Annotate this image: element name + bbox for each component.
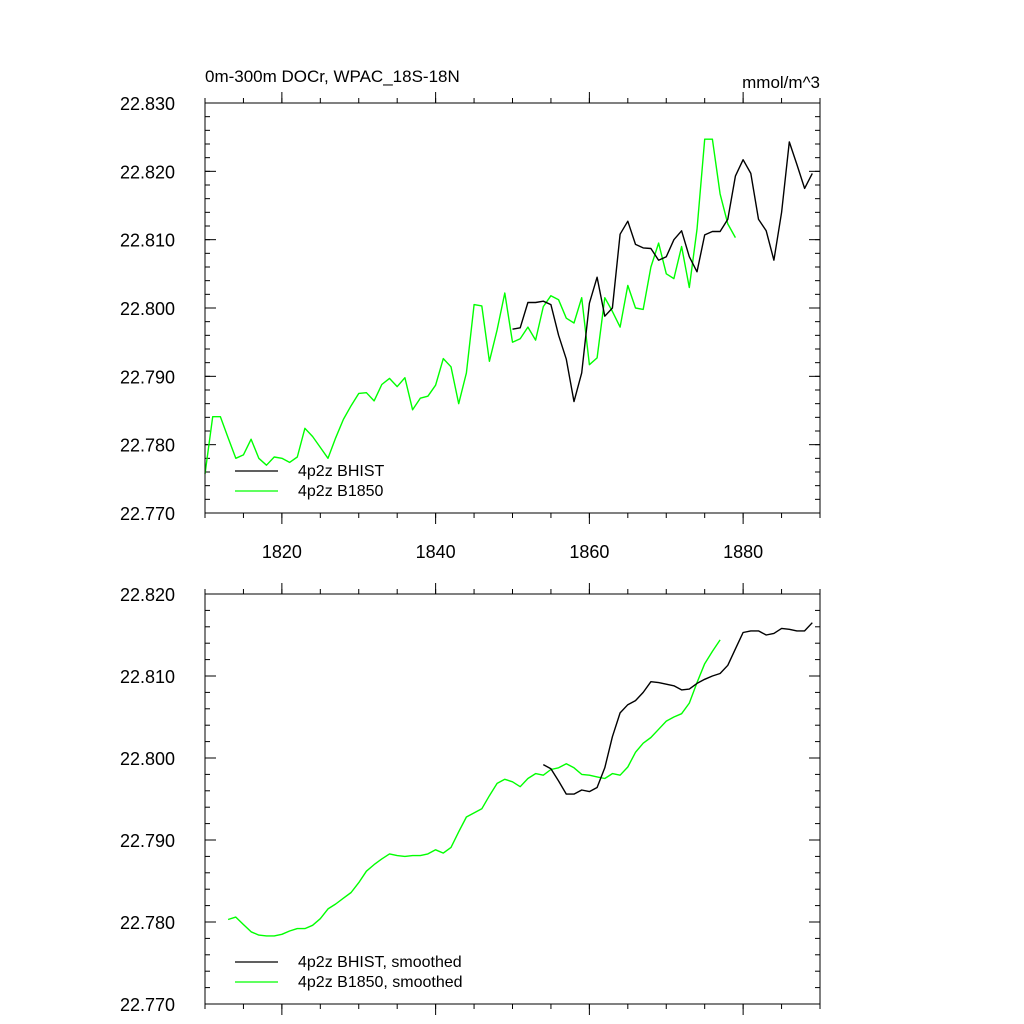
x-tick-label: 1860 [569, 542, 609, 562]
series-line-4p2z-bhist-smoothed [542, 622, 813, 795]
x-tick-label: 1820 [262, 542, 302, 562]
top-chart-panel: 0m-300m DOCr, WPAC_18S-18N mmol/m^3 22.7… [120, 67, 821, 562]
y-tick-label: 22.830 [120, 94, 175, 114]
y-tick-label: 22.820 [120, 162, 175, 182]
legend-label-b1850: 4p2z B1850 [298, 483, 384, 500]
y-tick-label: 22.780 [120, 436, 175, 456]
y-tick-label: 22.800 [120, 749, 175, 769]
legend-label-bhist: 4p2z BHIST [298, 463, 384, 480]
series-line-4p2z-b1850-smoothed [227, 639, 721, 937]
series-line-4p2z-bhist [512, 141, 813, 403]
y-tick-label: 22.770 [120, 504, 175, 524]
y-tick-label: 22.810 [120, 231, 175, 251]
legend-label-bhist-smoothed: 4p2z BHIST, smoothed [298, 954, 462, 971]
y-tick-label: 22.790 [120, 367, 175, 387]
legend: 4p2z BHIST, smoothed 4p2z B1850, smoothe… [235, 954, 463, 991]
y-tick-label: 22.800 [120, 299, 175, 319]
x-tick-label: 1840 [416, 542, 456, 562]
units-label: mmol/m^3 [742, 73, 820, 92]
x-tick-label: 1880 [723, 542, 763, 562]
bottom-chart-panel: 22.770 22.780 22.790 22.800 22.810 22.820 4p2… [120, 583, 821, 1015]
legend: 4p2z BHIST 4p2z B1850 [235, 463, 384, 500]
chart-title: 0m-300m DOCr, WPAC_18S-18N [205, 67, 460, 86]
plot-frame [204, 102, 821, 514]
y-tick-label: 22.790 [120, 831, 175, 851]
plot-frame [204, 593, 821, 1005]
series-line-4p2z-b1850 [204, 138, 737, 475]
y-tick-label: 22.770 [120, 995, 175, 1015]
legend-label-b1850-smoothed: 4p2z B1850, smoothed [298, 974, 463, 991]
y-tick-label: 22.780 [120, 913, 175, 933]
y-tick-label: 22.820 [120, 585, 175, 605]
y-tick-label: 22.810 [120, 667, 175, 687]
